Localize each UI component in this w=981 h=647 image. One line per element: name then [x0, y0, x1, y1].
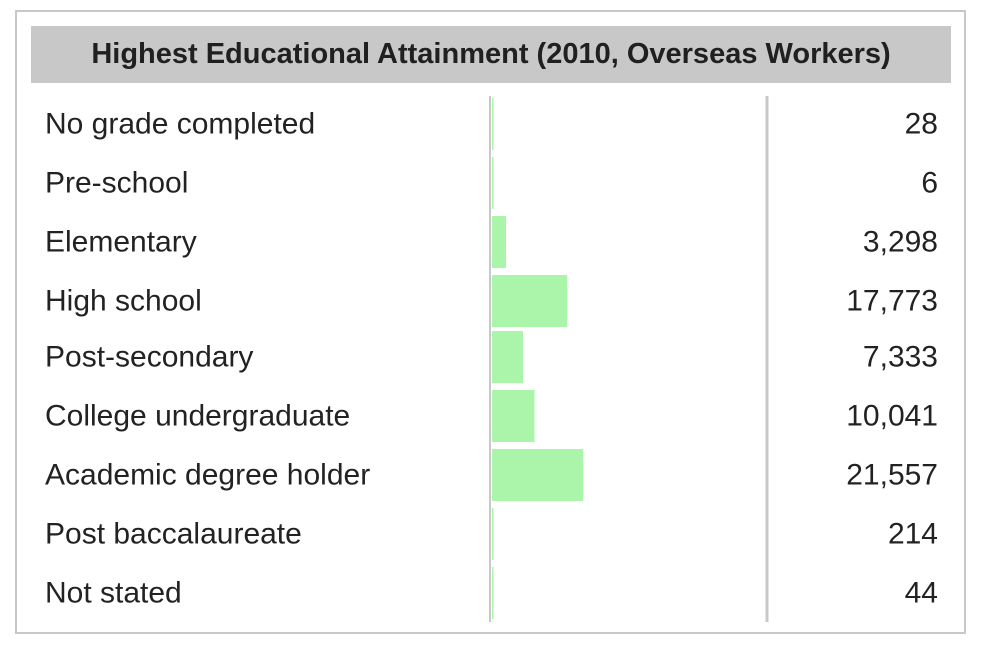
- value-label: 28: [905, 108, 938, 141]
- value-label: 6: [921, 167, 938, 200]
- category-label: Not stated: [45, 577, 182, 610]
- category-label: Pre-school: [45, 167, 188, 200]
- value-label: 3,298: [863, 226, 938, 259]
- table-row: Post-secondary 7,333: [45, 331, 938, 383]
- table-row: Pre-school 6: [45, 157, 938, 209]
- value-label: 17,773: [846, 285, 938, 318]
- value-bar: [492, 449, 584, 501]
- category-label: Post-secondary: [45, 341, 253, 374]
- category-label: College undergraduate: [45, 400, 350, 433]
- chart-title: Highest Educational Attainment (2010, Ov…: [91, 38, 891, 70]
- value-bar: [492, 567, 494, 619]
- category-label: Elementary: [45, 226, 197, 259]
- value-label: 44: [905, 577, 938, 610]
- table-row: Post baccalaureate 214: [45, 508, 938, 560]
- table-row: Academic degree holder 21,557: [45, 449, 938, 501]
- table-row: No grade completed 28: [45, 98, 938, 150]
- value-label: 21,557: [846, 459, 938, 492]
- table-row: High school 17,773: [45, 275, 938, 327]
- value-bar: [492, 157, 494, 209]
- value-bar: [492, 216, 506, 268]
- category-label: High school: [45, 285, 202, 318]
- value-bar: [492, 331, 523, 383]
- value-bar: [492, 390, 535, 442]
- value-bar: [492, 275, 568, 327]
- value-label: 7,333: [863, 341, 938, 374]
- category-label: Post baccalaureate: [45, 518, 302, 551]
- category-label: No grade completed: [45, 108, 315, 141]
- value-label: 214: [888, 518, 938, 551]
- table-row: Not stated 44: [45, 567, 938, 619]
- value-bar: [492, 508, 494, 560]
- value-bar: [492, 98, 494, 150]
- category-label: Academic degree holder: [45, 459, 370, 492]
- chart-frame: [15, 10, 966, 634]
- table-row: College undergraduate 10,041: [45, 390, 938, 442]
- value-label: 10,041: [846, 400, 938, 433]
- title-bar: Highest Educational Attainment (2010, Ov…: [31, 26, 951, 83]
- table-rows: No grade completed 28 Pre-school 6 Elementar…: [45, 98, 938, 619]
- table-row: Elementary 3,298: [45, 216, 938, 268]
